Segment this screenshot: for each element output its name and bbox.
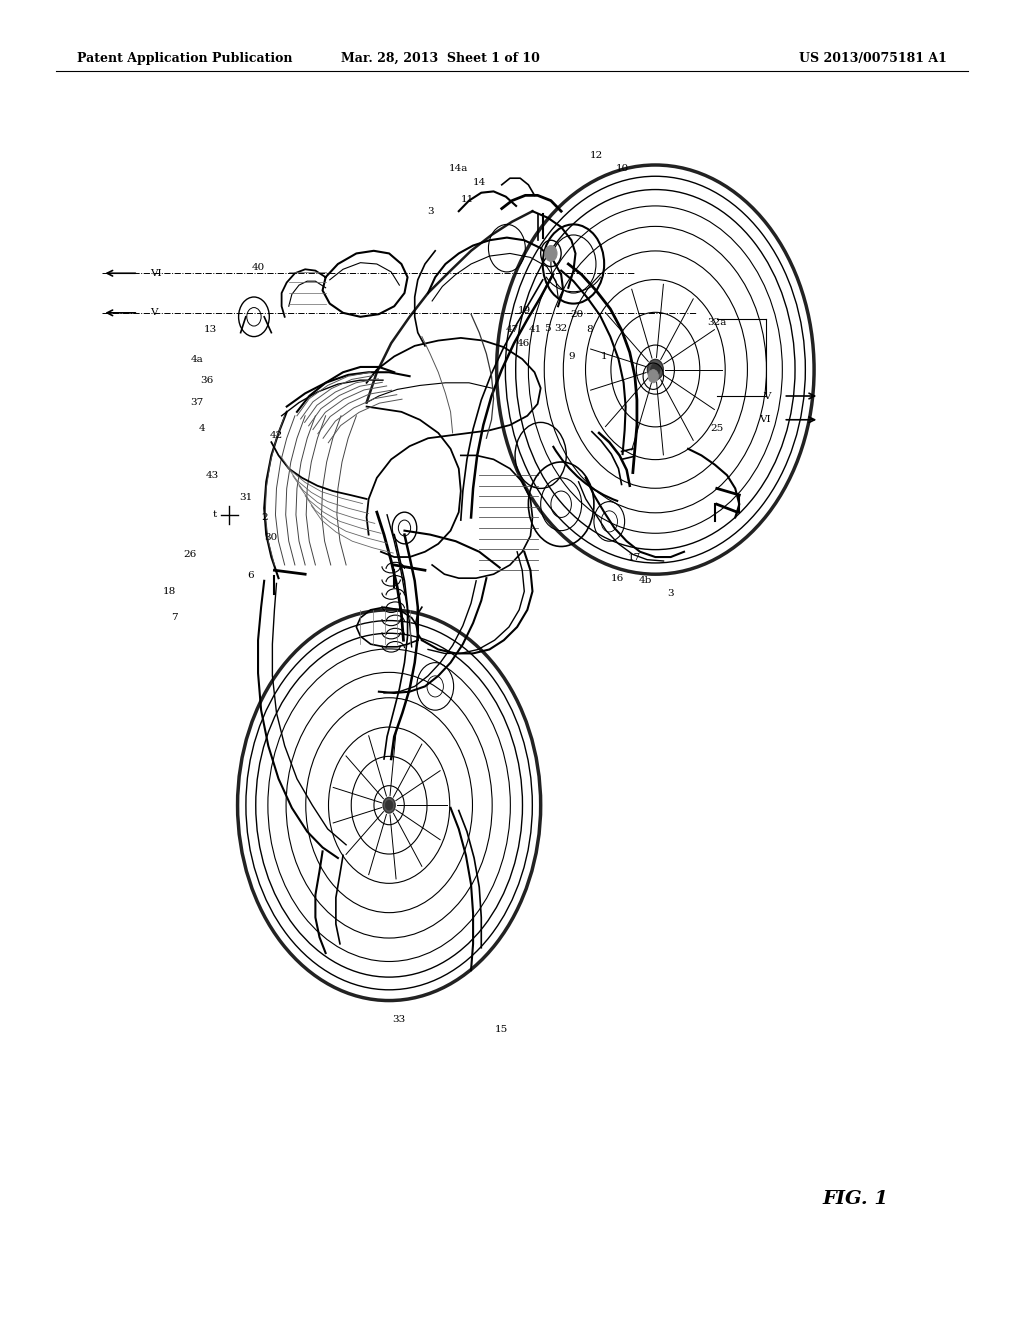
Circle shape bbox=[383, 797, 395, 813]
Text: 26: 26 bbox=[183, 550, 196, 558]
Text: 46: 46 bbox=[517, 339, 529, 347]
Text: 32a: 32a bbox=[708, 318, 726, 326]
Text: 6: 6 bbox=[248, 572, 254, 579]
Text: t: t bbox=[213, 511, 217, 519]
Text: 8: 8 bbox=[587, 326, 593, 334]
Text: 13: 13 bbox=[204, 326, 216, 334]
Text: 20: 20 bbox=[570, 310, 583, 318]
Text: 47: 47 bbox=[506, 326, 518, 334]
Text: 12: 12 bbox=[590, 152, 602, 160]
Text: 4a: 4a bbox=[190, 355, 203, 363]
Text: 14a: 14a bbox=[450, 165, 468, 173]
Text: Mar. 28, 2013  Sheet 1 of 10: Mar. 28, 2013 Sheet 1 of 10 bbox=[341, 51, 540, 65]
Text: FIG. 1: FIG. 1 bbox=[822, 1189, 888, 1208]
Text: 17: 17 bbox=[629, 553, 641, 561]
Text: 30: 30 bbox=[265, 533, 278, 541]
Text: VI: VI bbox=[760, 416, 771, 424]
Text: 36: 36 bbox=[201, 376, 213, 384]
Circle shape bbox=[647, 359, 664, 380]
Text: V: V bbox=[151, 309, 158, 317]
Text: 7: 7 bbox=[171, 614, 177, 622]
Text: 42: 42 bbox=[270, 432, 283, 440]
Text: 16: 16 bbox=[611, 574, 624, 582]
Text: 4b: 4b bbox=[638, 577, 652, 585]
Text: 40: 40 bbox=[252, 264, 264, 272]
Text: 4: 4 bbox=[199, 425, 205, 433]
Text: 15: 15 bbox=[496, 1026, 508, 1034]
Text: 3: 3 bbox=[668, 590, 674, 598]
Text: 25: 25 bbox=[711, 425, 723, 433]
Circle shape bbox=[385, 800, 393, 810]
Circle shape bbox=[545, 246, 557, 261]
Text: 10: 10 bbox=[616, 165, 629, 173]
Text: V: V bbox=[764, 392, 771, 400]
Text: 3: 3 bbox=[427, 207, 433, 215]
Text: US 2013/0075181 A1: US 2013/0075181 A1 bbox=[800, 51, 947, 65]
Text: 31: 31 bbox=[240, 494, 252, 502]
Text: 43: 43 bbox=[206, 471, 218, 479]
Text: 37: 37 bbox=[190, 399, 203, 407]
Text: 2: 2 bbox=[261, 513, 267, 521]
Text: 14: 14 bbox=[473, 178, 485, 186]
Text: 33: 33 bbox=[393, 1015, 406, 1023]
Text: 9: 9 bbox=[568, 352, 574, 360]
Text: 41: 41 bbox=[529, 326, 542, 334]
Text: 5: 5 bbox=[545, 325, 551, 333]
Circle shape bbox=[648, 370, 658, 383]
Text: 11: 11 bbox=[461, 195, 473, 203]
Circle shape bbox=[650, 363, 660, 376]
Text: 18: 18 bbox=[163, 587, 175, 595]
Text: 32: 32 bbox=[555, 325, 567, 333]
Text: 1: 1 bbox=[601, 352, 607, 360]
Text: VI: VI bbox=[151, 269, 162, 277]
Text: Patent Application Publication: Patent Application Publication bbox=[77, 51, 292, 65]
Text: 19: 19 bbox=[518, 306, 530, 314]
